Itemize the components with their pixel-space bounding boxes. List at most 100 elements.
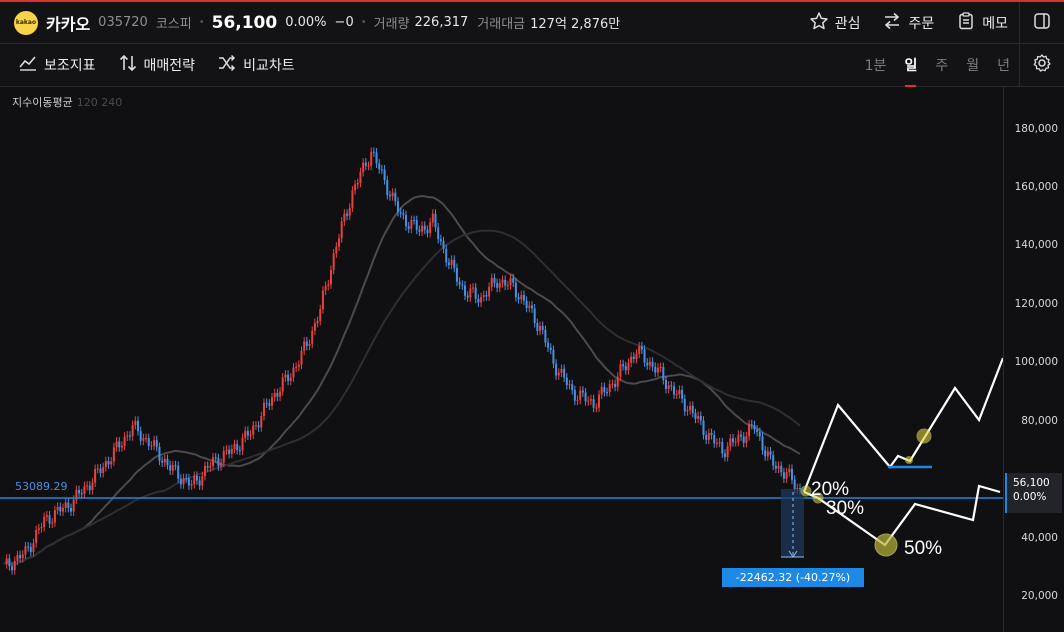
candle-body [555,363,558,376]
shuffle-icon [217,54,237,76]
candle-body [673,386,676,395]
candle-body [437,227,440,240]
candle-body [359,172,362,183]
strategy-button[interactable]: 매매전략 [118,53,196,77]
candle-body [228,449,231,454]
stock-name[interactable]: 카카오 [46,14,91,34]
candle-body [753,425,756,430]
candle-body [405,215,408,227]
candle-body [362,162,365,173]
candle-body [439,239,442,242]
candle-body [790,468,793,480]
candle-body [796,488,799,490]
separator-dot: • [360,17,367,28]
candle-body [737,434,740,442]
tab-day[interactable]: 일 [904,55,917,87]
candle-body [86,485,89,487]
strategy-label: 매매전략 [143,58,196,74]
price-axis[interactable]: 180,000 160,000 140,000 120,000 100,000 … [1003,87,1064,632]
candle-body [536,323,539,331]
indicator-legend[interactable]: 지수이동평균 120 240 [12,94,122,110]
tab-week[interactable]: 주 [935,58,949,74]
candle-body [193,475,196,485]
candle-body [126,435,129,437]
candle-body [24,546,27,555]
price-chart[interactable] [0,87,1064,632]
candle-body [305,341,308,346]
candle-body [214,457,217,459]
candle-body [563,368,566,378]
amount-value: 127억 2,876만 [530,17,621,32]
candle-body [67,502,70,508]
candle-body [241,437,244,451]
candle-body [96,468,99,470]
candle-body [423,225,426,230]
tab-month[interactable]: 월 [966,58,980,74]
candle-body [595,407,598,409]
compare-button[interactable]: 비교차트 [217,54,295,76]
chart-settings-button[interactable] [1019,44,1064,86]
memo-label: 메모 [982,16,1008,32]
candle-body [506,285,509,287]
candle-body [597,394,600,408]
indicator-button[interactable]: 보조지표 [18,54,96,76]
candle-body [463,285,466,296]
candle-body [21,554,24,559]
watch-button[interactable]: 관심 [809,11,860,35]
candle-body [8,558,11,567]
candle-body [340,221,343,239]
candle-body [128,435,131,437]
candle-body [710,433,713,436]
current-price-tag-pct: 0.00% [1013,491,1047,503]
candle-body [388,195,391,197]
candle-body [179,478,182,485]
candle-body [512,278,515,283]
candle-body [297,364,300,367]
order-button[interactable]: 주문 [882,11,934,35]
y-tick: 100,000 [1014,356,1058,368]
candle-body [715,442,718,444]
candle-body [584,392,587,402]
candle-body [431,213,434,223]
tab-1min[interactable]: 1분 [864,58,887,74]
label-20pct: 20% [811,479,850,500]
candle-body [772,455,775,466]
candle-body [686,410,689,412]
memo-button[interactable]: 메모 [956,11,1008,35]
candle-body [48,515,51,524]
candle-body [434,213,437,228]
candle-body [600,386,603,395]
candle-body [396,201,399,212]
candle-body [429,222,432,233]
candle-body [217,458,220,467]
candle-body [477,298,480,303]
candle-body [161,460,164,463]
candle-body [723,453,726,458]
candle-body [731,438,734,443]
candle-body [654,366,657,373]
candle-body [469,288,472,298]
tab-year[interactable]: 년 [997,58,1010,74]
candle-body [174,465,177,467]
candle-body [474,287,477,299]
candle-body [94,468,97,483]
candle-body [552,349,555,364]
gear-icon [1032,53,1052,77]
candle-body [64,502,67,508]
candle-body [142,438,145,441]
candle-body [504,279,507,286]
side-panel-toggle[interactable] [1019,2,1064,44]
candle-body [378,163,381,170]
candle-body [622,364,625,367]
candle-body [769,451,772,456]
swap-arrows-icon [882,11,902,35]
moving-average-lines [3,195,801,566]
candle-body [421,225,424,232]
candle-body [265,402,268,404]
candle-body [5,558,8,565]
candle-body [316,320,319,323]
candle-body [56,506,59,511]
candle-body [530,305,533,309]
candle-body [137,420,140,432]
candle-body [793,479,796,490]
